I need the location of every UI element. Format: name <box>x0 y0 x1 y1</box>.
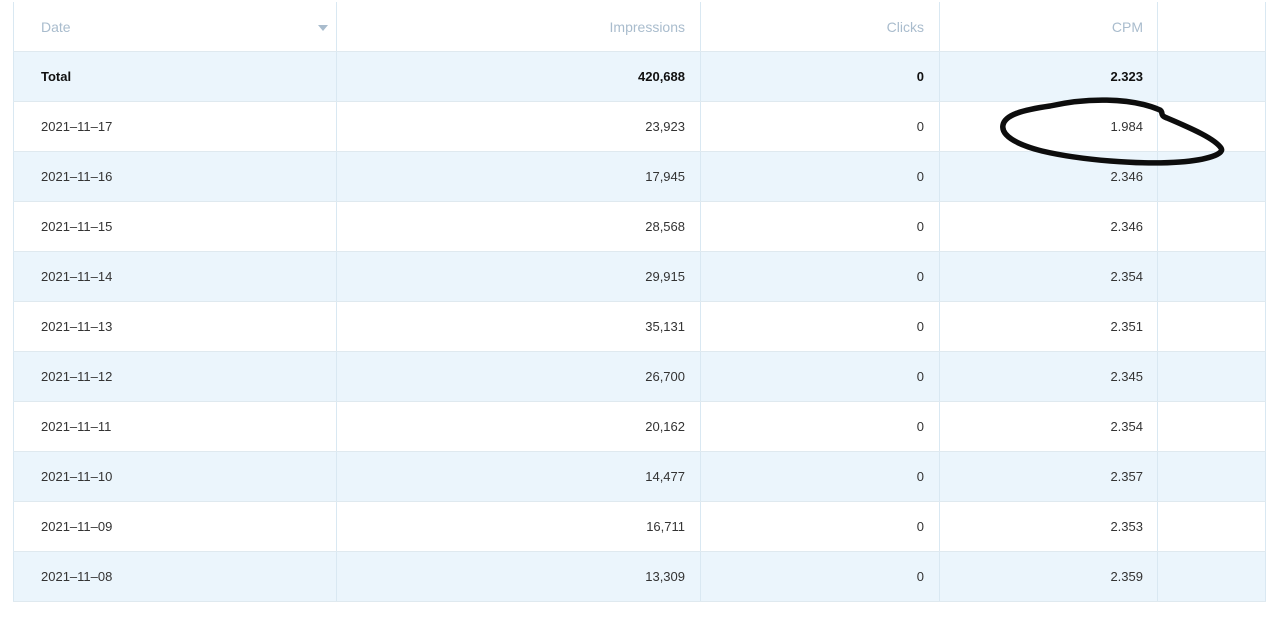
cell-cpm: 2.354 <box>940 252 1158 301</box>
total-cpm: 2.323 <box>940 52 1158 101</box>
cell-date: 2021–11–11 <box>13 402 337 451</box>
cell-cpm: 2.354 <box>940 402 1158 451</box>
cell-date: 2021–11–15 <box>13 202 337 251</box>
table-row: 2021–11–10 14,477 0 2.357 <box>13 452 1266 502</box>
table-row: 2021–11–17 23,923 0 1.984 <box>13 102 1266 152</box>
table-row: 2021–11–12 26,700 0 2.345 <box>13 352 1266 402</box>
cell-impressions: 23,923 <box>337 102 701 151</box>
cell-impressions: 17,945 <box>337 152 701 201</box>
cell-cpm: 2.359 <box>940 552 1158 601</box>
cell-impressions: 35,131 <box>337 302 701 351</box>
total-label: Total <box>13 52 337 101</box>
cell-blank <box>1158 452 1266 501</box>
cell-clicks: 0 <box>701 302 940 351</box>
cell-cpm: 2.346 <box>940 152 1158 201</box>
table-row: 2021–11–15 28,568 0 2.346 <box>13 202 1266 252</box>
cell-cpm: 2.345 <box>940 352 1158 401</box>
cell-date: 2021–11–08 <box>13 552 337 601</box>
total-impressions: 420,688 <box>337 52 701 101</box>
cell-impressions: 26,700 <box>337 352 701 401</box>
cell-impressions: 13,309 <box>337 552 701 601</box>
cell-blank <box>1158 152 1266 201</box>
cell-clicks: 0 <box>701 102 940 151</box>
total-row: Total 420,688 0 2.323 <box>13 52 1266 102</box>
cell-cpm: 1.984 <box>940 102 1158 151</box>
cell-blank <box>1158 402 1266 451</box>
cell-impressions: 14,477 <box>337 452 701 501</box>
cell-clicks: 0 <box>701 202 940 251</box>
cell-cpm: 2.353 <box>940 502 1158 551</box>
cell-clicks: 0 <box>701 152 940 201</box>
cell-clicks: 0 <box>701 252 940 301</box>
cell-impressions: 16,711 <box>337 502 701 551</box>
cell-date: 2021–11–12 <box>13 352 337 401</box>
column-header-date-label: Date <box>41 18 71 35</box>
column-header-date[interactable]: Date <box>13 2 337 51</box>
table-header-row: Date Impressions Clicks CPM <box>13 2 1266 52</box>
cell-blank <box>1158 552 1266 601</box>
cell-date: 2021–11–09 <box>13 502 337 551</box>
chevron-down-icon[interactable] <box>318 24 328 31</box>
cell-blank <box>1158 502 1266 551</box>
cell-blank <box>1158 302 1266 351</box>
cell-clicks: 0 <box>701 552 940 601</box>
cell-clicks: 0 <box>701 452 940 501</box>
report-table: Date Impressions Clicks CPM Total 420,68… <box>13 2 1266 602</box>
cell-clicks: 0 <box>701 352 940 401</box>
column-header-blank <box>1158 2 1266 51</box>
table-row: 2021–11–13 35,131 0 2.351 <box>13 302 1266 352</box>
table-body: 2021–11–17 23,923 0 1.984 2021–11–16 17,945 0 2… <box>13 102 1266 602</box>
cell-impressions: 29,915 <box>337 252 701 301</box>
table-row: 2021–11–14 29,915 0 2.354 <box>13 252 1266 302</box>
cell-date: 2021–11–17 <box>13 102 337 151</box>
cell-cpm: 2.357 <box>940 452 1158 501</box>
cell-clicks: 0 <box>701 402 940 451</box>
cell-date: 2021–11–13 <box>13 302 337 351</box>
table-row: 2021–11–11 20,162 0 2.354 <box>13 402 1266 452</box>
cell-blank <box>1158 252 1266 301</box>
column-header-clicks[interactable]: Clicks <box>701 2 940 51</box>
cell-blank <box>1158 102 1266 151</box>
cell-date: 2021–11–16 <box>13 152 337 201</box>
table-row: 2021–11–16 17,945 0 2.346 <box>13 152 1266 202</box>
cell-blank <box>1158 202 1266 251</box>
cell-blank <box>1158 352 1266 401</box>
cell-cpm: 2.351 <box>940 302 1158 351</box>
cell-date: 2021–11–10 <box>13 452 337 501</box>
cell-impressions: 28,568 <box>337 202 701 251</box>
cell-cpm: 2.346 <box>940 202 1158 251</box>
total-clicks: 0 <box>701 52 940 101</box>
total-blank <box>1158 52 1266 101</box>
cell-date: 2021–11–14 <box>13 252 337 301</box>
table-row: 2021–11–09 16,711 0 2.353 <box>13 502 1266 552</box>
column-header-impressions[interactable]: Impressions <box>337 2 701 51</box>
column-header-cpm[interactable]: CPM <box>940 2 1158 51</box>
cell-clicks: 0 <box>701 502 940 551</box>
cell-impressions: 20,162 <box>337 402 701 451</box>
table-row: 2021–11–08 13,309 0 2.359 <box>13 552 1266 602</box>
